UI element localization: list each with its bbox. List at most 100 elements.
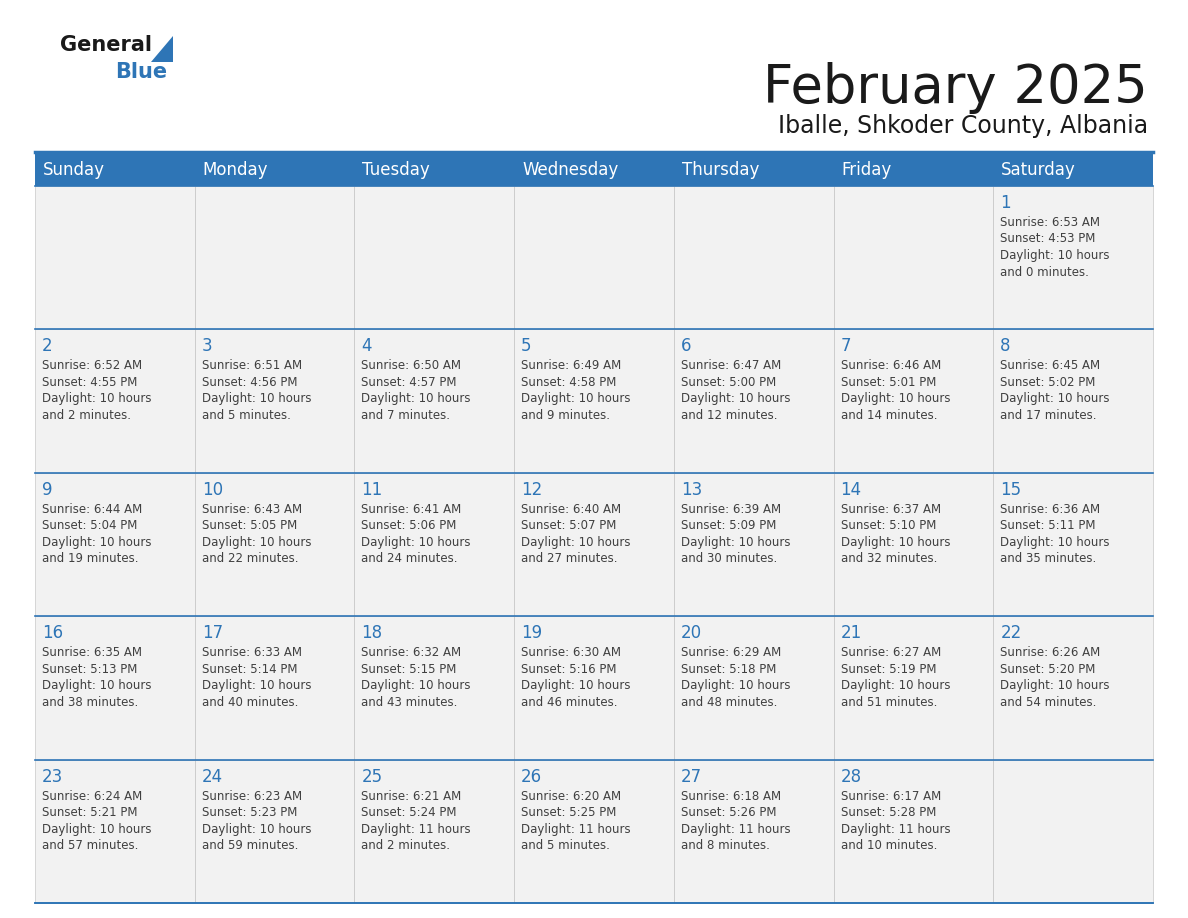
Bar xyxy=(195,616,354,759)
Text: Daylight: 10 hours: Daylight: 10 hours xyxy=(202,823,311,835)
Text: and 0 minutes.: and 0 minutes. xyxy=(1000,265,1089,278)
Text: Sunrise: 6:32 AM: Sunrise: 6:32 AM xyxy=(361,646,462,659)
Text: Sunset: 5:20 PM: Sunset: 5:20 PM xyxy=(1000,663,1095,676)
Text: Daylight: 10 hours: Daylight: 10 hours xyxy=(1000,679,1110,692)
Bar xyxy=(514,473,674,616)
Text: Sunset: 5:18 PM: Sunset: 5:18 PM xyxy=(681,663,776,676)
Text: 18: 18 xyxy=(361,624,383,643)
Text: 13: 13 xyxy=(681,481,702,498)
Polygon shape xyxy=(151,36,173,62)
Text: Sunset: 5:23 PM: Sunset: 5:23 PM xyxy=(202,806,297,819)
Text: Sunset: 4:55 PM: Sunset: 4:55 PM xyxy=(42,375,138,389)
Text: Sunset: 5:19 PM: Sunset: 5:19 PM xyxy=(841,663,936,676)
Text: Daylight: 10 hours: Daylight: 10 hours xyxy=(202,679,311,692)
Text: Sunday: Sunday xyxy=(43,161,105,179)
Text: Sunrise: 6:37 AM: Sunrise: 6:37 AM xyxy=(841,503,941,516)
Text: 5: 5 xyxy=(522,338,532,355)
Text: Saturday: Saturday xyxy=(1001,161,1076,179)
Text: Daylight: 10 hours: Daylight: 10 hours xyxy=(1000,249,1110,262)
Text: and 10 minutes.: and 10 minutes. xyxy=(841,839,937,852)
Text: Sunset: 5:16 PM: Sunset: 5:16 PM xyxy=(522,663,617,676)
Text: Sunrise: 6:51 AM: Sunrise: 6:51 AM xyxy=(202,360,302,373)
Text: Daylight: 11 hours: Daylight: 11 hours xyxy=(361,823,472,835)
Text: Sunrise: 6:26 AM: Sunrise: 6:26 AM xyxy=(1000,646,1100,659)
Bar xyxy=(674,186,834,330)
Bar xyxy=(34,759,195,903)
Text: Sunset: 4:57 PM: Sunset: 4:57 PM xyxy=(361,375,457,389)
Text: and 14 minutes.: and 14 minutes. xyxy=(841,409,937,422)
Text: 21: 21 xyxy=(841,624,861,643)
Text: 14: 14 xyxy=(841,481,861,498)
Bar xyxy=(195,759,354,903)
Text: 10: 10 xyxy=(202,481,223,498)
Bar xyxy=(354,616,514,759)
Text: 9: 9 xyxy=(42,481,52,498)
Bar xyxy=(354,330,514,473)
Text: and 46 minutes.: and 46 minutes. xyxy=(522,696,618,709)
Text: and 54 minutes.: and 54 minutes. xyxy=(1000,696,1097,709)
Text: and 38 minutes.: and 38 minutes. xyxy=(42,696,138,709)
Bar xyxy=(354,473,514,616)
Text: Daylight: 10 hours: Daylight: 10 hours xyxy=(361,536,470,549)
Text: 20: 20 xyxy=(681,624,702,643)
Text: Sunrise: 6:40 AM: Sunrise: 6:40 AM xyxy=(522,503,621,516)
Text: 25: 25 xyxy=(361,767,383,786)
Bar xyxy=(674,473,834,616)
Text: and 43 minutes.: and 43 minutes. xyxy=(361,696,457,709)
Text: Sunrise: 6:53 AM: Sunrise: 6:53 AM xyxy=(1000,216,1100,229)
Text: Daylight: 10 hours: Daylight: 10 hours xyxy=(681,679,790,692)
Text: Sunset: 5:05 PM: Sunset: 5:05 PM xyxy=(202,520,297,532)
Text: Sunset: 5:15 PM: Sunset: 5:15 PM xyxy=(361,663,457,676)
Text: Daylight: 10 hours: Daylight: 10 hours xyxy=(361,392,470,406)
Text: Sunrise: 6:49 AM: Sunrise: 6:49 AM xyxy=(522,360,621,373)
Text: Iballe, Shkoder County, Albania: Iballe, Shkoder County, Albania xyxy=(778,114,1148,138)
Text: Monday: Monday xyxy=(203,161,268,179)
Text: and 12 minutes.: and 12 minutes. xyxy=(681,409,777,422)
Text: Daylight: 11 hours: Daylight: 11 hours xyxy=(522,823,631,835)
Bar xyxy=(195,473,354,616)
Text: Daylight: 10 hours: Daylight: 10 hours xyxy=(361,679,470,692)
Text: Daylight: 10 hours: Daylight: 10 hours xyxy=(841,679,950,692)
Text: Daylight: 10 hours: Daylight: 10 hours xyxy=(522,392,631,406)
Text: Wednesday: Wednesday xyxy=(523,161,619,179)
Bar xyxy=(514,330,674,473)
Text: 1: 1 xyxy=(1000,194,1011,212)
Text: Daylight: 10 hours: Daylight: 10 hours xyxy=(42,679,152,692)
Text: Daylight: 10 hours: Daylight: 10 hours xyxy=(42,392,152,406)
Text: Sunset: 5:21 PM: Sunset: 5:21 PM xyxy=(42,806,138,819)
Text: Sunrise: 6:21 AM: Sunrise: 6:21 AM xyxy=(361,789,462,802)
Text: Sunrise: 6:18 AM: Sunrise: 6:18 AM xyxy=(681,789,781,802)
Text: Daylight: 10 hours: Daylight: 10 hours xyxy=(681,392,790,406)
Bar xyxy=(34,152,195,186)
Bar xyxy=(674,616,834,759)
Text: Sunrise: 6:33 AM: Sunrise: 6:33 AM xyxy=(202,646,302,659)
Text: Daylight: 10 hours: Daylight: 10 hours xyxy=(1000,392,1110,406)
Text: Sunset: 5:25 PM: Sunset: 5:25 PM xyxy=(522,806,617,819)
Bar xyxy=(834,186,993,330)
Text: Sunrise: 6:23 AM: Sunrise: 6:23 AM xyxy=(202,789,302,802)
Text: Blue: Blue xyxy=(115,62,168,82)
Text: and 22 minutes.: and 22 minutes. xyxy=(202,553,298,565)
Bar xyxy=(834,152,993,186)
Bar xyxy=(993,616,1154,759)
Text: Sunset: 5:04 PM: Sunset: 5:04 PM xyxy=(42,520,138,532)
Text: 6: 6 xyxy=(681,338,691,355)
Text: Sunset: 4:53 PM: Sunset: 4:53 PM xyxy=(1000,232,1095,245)
Text: 24: 24 xyxy=(202,767,223,786)
Text: 27: 27 xyxy=(681,767,702,786)
Text: Sunrise: 6:27 AM: Sunrise: 6:27 AM xyxy=(841,646,941,659)
Text: Tuesday: Tuesday xyxy=(362,161,430,179)
Text: and 48 minutes.: and 48 minutes. xyxy=(681,696,777,709)
Bar xyxy=(514,152,674,186)
Text: and 17 minutes.: and 17 minutes. xyxy=(1000,409,1097,422)
Text: Daylight: 10 hours: Daylight: 10 hours xyxy=(841,536,950,549)
Bar xyxy=(674,330,834,473)
Text: and 7 minutes.: and 7 minutes. xyxy=(361,409,450,422)
Text: Daylight: 10 hours: Daylight: 10 hours xyxy=(42,536,152,549)
Text: and 57 minutes.: and 57 minutes. xyxy=(42,839,138,852)
Text: February 2025: February 2025 xyxy=(763,62,1148,114)
Text: Sunset: 5:01 PM: Sunset: 5:01 PM xyxy=(841,375,936,389)
Text: Sunrise: 6:43 AM: Sunrise: 6:43 AM xyxy=(202,503,302,516)
Text: Sunrise: 6:35 AM: Sunrise: 6:35 AM xyxy=(42,646,143,659)
Bar xyxy=(34,330,195,473)
